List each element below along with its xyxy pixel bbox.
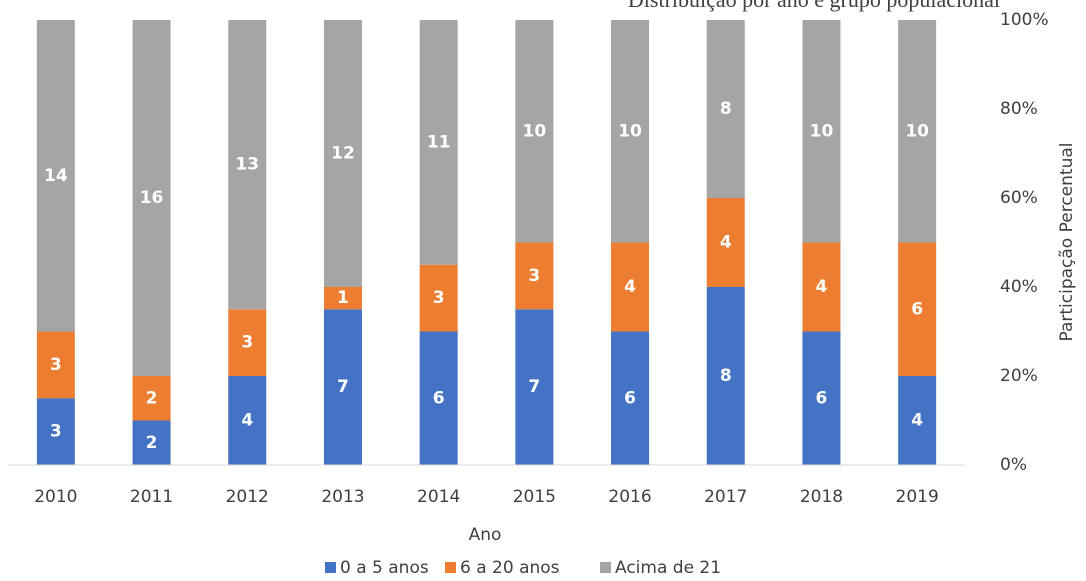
data-label: 3 bbox=[433, 288, 445, 308]
x-tick-label: 2013 bbox=[321, 487, 364, 507]
bar-segment bbox=[419, 331, 458, 465]
data-label: 10 bbox=[905, 121, 929, 141]
bar-segment bbox=[228, 309, 267, 376]
x-tick-label: 2015 bbox=[513, 487, 556, 507]
data-label: 6 bbox=[624, 388, 636, 408]
bar-segment bbox=[515, 242, 554, 310]
bar-segment bbox=[802, 20, 841, 243]
chart-title: Distribuição por ano e grupo populaciona… bbox=[628, 0, 1000, 12]
legend-label: 0 a 5 anos bbox=[340, 558, 429, 578]
x-tick-label: 2014 bbox=[417, 487, 460, 507]
data-label: 1 bbox=[337, 288, 349, 308]
data-label: 3 bbox=[241, 333, 253, 353]
legend-swatch bbox=[325, 562, 336, 573]
data-label: 8 bbox=[720, 366, 732, 386]
bar-segment bbox=[419, 20, 458, 265]
legend-swatch bbox=[600, 562, 611, 573]
data-label: 2 bbox=[146, 388, 158, 408]
data-label: 10 bbox=[618, 121, 642, 141]
data-label: 4 bbox=[720, 233, 732, 253]
data-label: 7 bbox=[337, 377, 349, 397]
y-tick-label: 60% bbox=[1000, 188, 1038, 208]
x-tick-label: 2010 bbox=[34, 487, 77, 507]
bar-segment bbox=[132, 20, 171, 376]
legend-label: 6 a 20 anos bbox=[460, 558, 560, 578]
data-label: 12 bbox=[331, 144, 355, 164]
y-tick-label: 20% bbox=[1000, 366, 1038, 386]
bar-segment bbox=[515, 20, 554, 243]
bar-segment bbox=[898, 20, 937, 243]
data-label: 10 bbox=[523, 121, 547, 141]
y-tick-label: 100% bbox=[1000, 10, 1049, 30]
data-label: 2 bbox=[146, 433, 158, 453]
legend-swatch bbox=[445, 562, 456, 573]
bar-segment bbox=[898, 376, 937, 465]
bar-segment bbox=[802, 242, 841, 332]
bar-segment bbox=[611, 20, 650, 243]
data-label: 6 bbox=[911, 299, 923, 319]
data-label: 7 bbox=[528, 377, 540, 397]
bar-segment bbox=[228, 20, 267, 310]
bar-segment bbox=[802, 331, 841, 465]
data-label: 11 bbox=[427, 132, 451, 152]
bar-segment bbox=[323, 287, 362, 310]
data-label: 16 bbox=[140, 188, 164, 208]
x-tick-label: 2011 bbox=[130, 487, 173, 507]
data-label: 4 bbox=[241, 411, 253, 431]
data-label: 4 bbox=[816, 277, 828, 297]
data-label: 8 bbox=[720, 99, 732, 119]
data-label: 4 bbox=[624, 277, 636, 297]
bar-segment bbox=[132, 420, 171, 465]
data-label: 13 bbox=[235, 155, 259, 175]
data-label: 3 bbox=[50, 355, 62, 375]
x-tick-label: 2019 bbox=[896, 487, 939, 507]
bar-segment bbox=[611, 242, 650, 332]
bar-segment bbox=[706, 287, 745, 465]
bar-segment bbox=[706, 20, 745, 198]
bar-segment bbox=[132, 376, 171, 421]
data-label: 3 bbox=[528, 266, 540, 286]
bar-segment bbox=[706, 198, 745, 287]
bar-segment bbox=[611, 331, 650, 465]
x-tick-label: 2017 bbox=[704, 487, 747, 507]
data-label: 6 bbox=[816, 388, 828, 408]
y-tick-label: 40% bbox=[1000, 277, 1038, 297]
bar-segment bbox=[36, 20, 75, 332]
data-label: 4 bbox=[911, 411, 923, 431]
data-label: 3 bbox=[50, 422, 62, 442]
bar-segment bbox=[898, 242, 937, 376]
y-tick-label: 0% bbox=[1000, 455, 1027, 475]
bar-segment bbox=[419, 264, 458, 332]
bar-segment bbox=[228, 376, 267, 465]
bar-segment bbox=[36, 398, 75, 465]
y-tick-label: 80% bbox=[1000, 99, 1038, 119]
data-label: 14 bbox=[44, 166, 68, 186]
x-tick-label: 2018 bbox=[800, 487, 843, 507]
y-axis-title: Participação Percentual bbox=[1057, 142, 1077, 341]
bar-segment bbox=[36, 331, 75, 399]
x-axis-title: Ano bbox=[469, 525, 502, 545]
x-tick-label: 2012 bbox=[226, 487, 269, 507]
bar-segment bbox=[515, 309, 554, 465]
bar-segment bbox=[323, 20, 362, 287]
data-label: 10 bbox=[810, 121, 834, 141]
data-label: 6 bbox=[433, 388, 445, 408]
bar-segment bbox=[323, 309, 362, 465]
x-tick-label: 2016 bbox=[608, 487, 651, 507]
legend-label: Acima de 21 bbox=[615, 558, 721, 578]
